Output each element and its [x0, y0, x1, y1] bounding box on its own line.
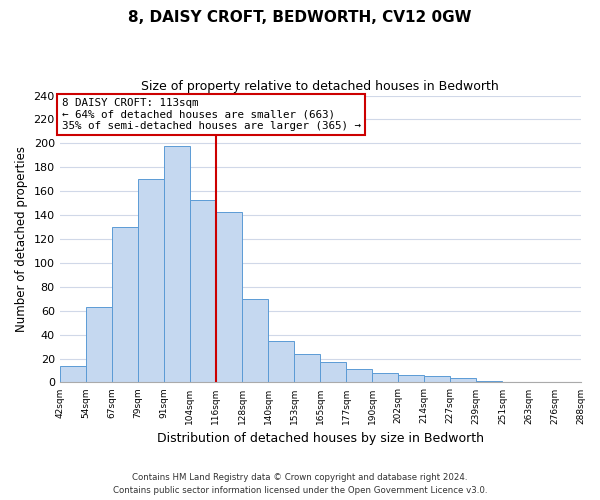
X-axis label: Distribution of detached houses by size in Bedworth: Distribution of detached houses by size … — [157, 432, 484, 445]
Bar — [164, 146, 190, 382]
Bar — [294, 354, 320, 382]
Bar — [242, 299, 268, 382]
Bar — [86, 307, 112, 382]
Title: Size of property relative to detached houses in Bedworth: Size of property relative to detached ho… — [141, 80, 499, 93]
Y-axis label: Number of detached properties: Number of detached properties — [15, 146, 28, 332]
Bar — [320, 362, 346, 382]
Bar — [138, 179, 164, 382]
Bar — [424, 376, 450, 382]
Bar — [59, 366, 86, 382]
Bar — [398, 376, 424, 382]
Bar — [450, 378, 476, 382]
Bar — [476, 381, 502, 382]
Bar — [190, 200, 216, 382]
Text: 8, DAISY CROFT, BEDWORTH, CV12 0GW: 8, DAISY CROFT, BEDWORTH, CV12 0GW — [128, 10, 472, 25]
Bar — [216, 212, 242, 382]
Text: Contains HM Land Registry data © Crown copyright and database right 2024.
Contai: Contains HM Land Registry data © Crown c… — [113, 474, 487, 495]
Bar — [268, 340, 294, 382]
Bar — [112, 227, 138, 382]
Text: 8 DAISY CROFT: 113sqm
← 64% of detached houses are smaller (663)
35% of semi-det: 8 DAISY CROFT: 113sqm ← 64% of detached … — [62, 98, 361, 131]
Bar — [372, 373, 398, 382]
Bar — [346, 370, 372, 382]
